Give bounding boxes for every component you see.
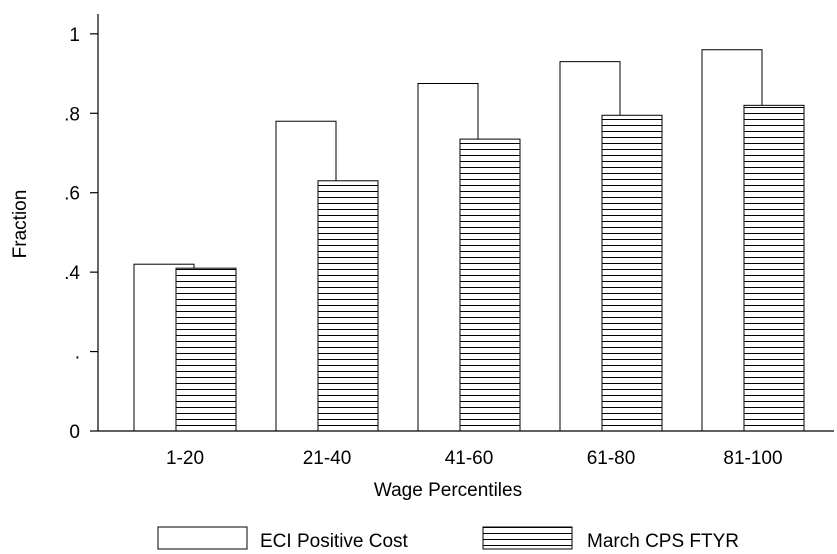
bar-cps-21-40: [317, 180, 379, 432]
x-axis-label: Wage Percentiles: [374, 480, 522, 501]
y-tick-label: .6: [64, 184, 80, 205]
legend-swatch-march-cps-ftyr: [482, 526, 573, 550]
y-tick-label: .: [75, 343, 80, 364]
x-tick-label: 1-20: [166, 448, 204, 469]
y-tick-label: 0: [69, 422, 80, 443]
legend-swatch-eci-positive-cost: [157, 526, 248, 550]
x-ticks-layer: 1-20 21-40 41-60 61-80 81-100: [166, 448, 783, 469]
y-tick-label: 1: [69, 25, 80, 46]
x-tick-label: 21-40: [303, 448, 352, 469]
legend-label-march-cps-ftyr: March CPS FTYR: [587, 531, 739, 552]
x-tick-label: 61-80: [587, 448, 636, 469]
y-tick-label: .8: [64, 104, 80, 125]
legend-label-eci-positive-cost: ECI Positive Cost: [260, 531, 409, 552]
bar-cps-41-60: [459, 138, 521, 432]
y-ticks-layer: 0. .4 .6 .8 1: [64, 25, 98, 443]
bar-cps-1-20: [175, 267, 237, 432]
x-tick-label: 41-60: [445, 448, 494, 469]
bar-cps-61-80: [601, 114, 663, 432]
axes-layer: [97, 14, 834, 432]
bar-cps-81-100: [743, 104, 805, 432]
bars-layer: [133, 49, 805, 432]
x-tick-label: 81-100: [723, 448, 782, 469]
legend: ECI Positive Cost March CPS FTYR: [157, 526, 739, 552]
y-axis-label: Fraction: [10, 190, 31, 259]
y-tick-label: .4: [64, 263, 80, 284]
